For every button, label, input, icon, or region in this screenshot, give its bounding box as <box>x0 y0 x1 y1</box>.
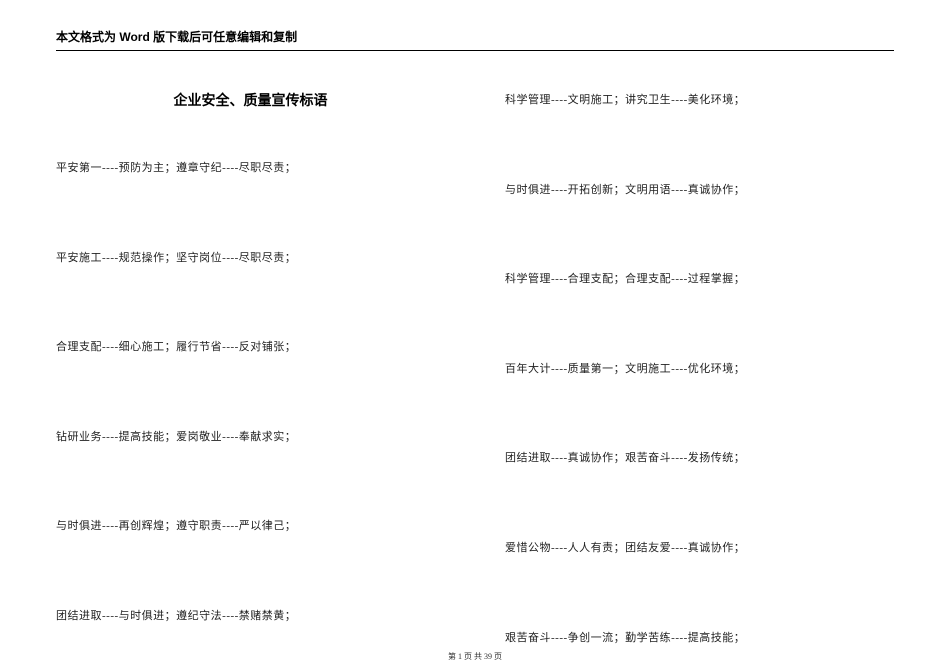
footer-suffix: 页 <box>492 652 502 661</box>
slogan-line: 合理支配----细心施工；履行节省----反对铺张； <box>56 339 445 357</box>
slogan-line: 钻研业务----提高技能；爱岗敬业----奉献求实； <box>56 429 445 447</box>
slogan-line: 科学管理----合理支配；合理支配----过程掌握； <box>505 271 894 289</box>
header-text: 本文格式为 Word 版下载后可任意编辑和复制 <box>56 30 297 44</box>
left-column: 企业安全、质量宣传标语 平安第一----预防为主；遵章守纪----尽职尽责； 平… <box>56 80 445 632</box>
slogan-line: 爱惜公物----人人有责；团结友爱----真诚协作； <box>505 540 894 558</box>
slogan-line: 与时俱进----开拓创新；文明用语----真诚协作； <box>505 182 894 200</box>
footer-total-pages: 39 <box>484 652 492 661</box>
slogan-line: 团结进取----与时俱进；遵纪守法----禁赌禁黄； <box>56 608 445 626</box>
document-title: 企业安全、质量宣传标语 <box>56 90 445 110</box>
slogan-line: 平安第一----预防为主；遵章守纪----尽职尽责； <box>56 160 445 178</box>
slogan-line: 百年大计----质量第一；文明施工----优化环境； <box>505 361 894 379</box>
slogan-line: 科学管理----文明施工；讲究卫生----美化环境； <box>505 92 894 110</box>
footer-mid: 页 共 <box>462 652 484 661</box>
document-header: 本文格式为 Word 版下载后可任意编辑和复制 <box>56 28 894 51</box>
footer-prefix: 第 <box>448 652 458 661</box>
content-columns: 企业安全、质量宣传标语 平安第一----预防为主；遵章守纪----尽职尽责； 平… <box>56 80 894 632</box>
slogan-line: 艰苦奋斗----争创一流；勤学苦练----提高技能； <box>505 630 894 648</box>
slogan-line: 与时俱进----再创辉煌；遵守职责----严以律己； <box>56 518 445 536</box>
slogan-line: 团结进取----真诚协作；艰苦奋斗----发扬传统； <box>505 450 894 468</box>
page-footer: 第 1 页 共 39 页 <box>0 651 950 662</box>
slogan-line: 平安施工----规范操作；坚守岗位----尽职尽责； <box>56 250 445 268</box>
right-column: 科学管理----文明施工；讲究卫生----美化环境； 与时俱进----开拓创新；… <box>505 80 894 632</box>
